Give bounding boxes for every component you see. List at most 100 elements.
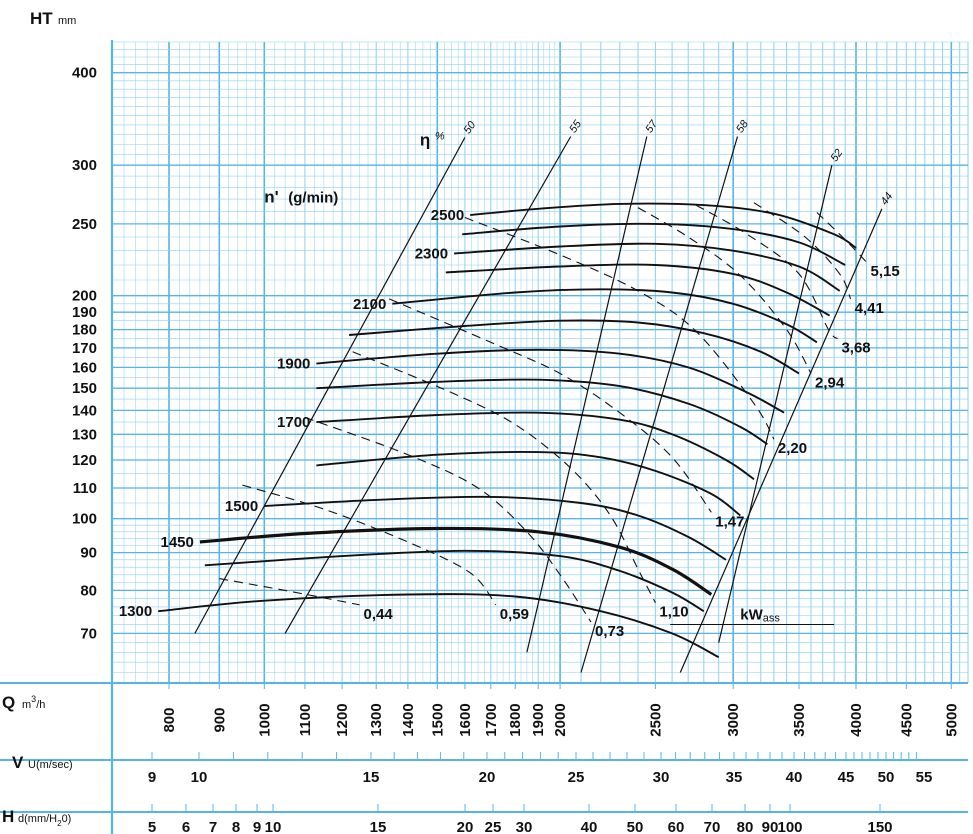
speed-curve-2200 bbox=[445, 263, 831, 317]
efficiency-symbol: η bbox=[420, 130, 430, 149]
v-tick-40: 40 bbox=[786, 769, 803, 786]
efficiency-line-44 bbox=[679, 208, 883, 673]
y-tick-300: 300 bbox=[72, 157, 97, 174]
h-tick-80: 80 bbox=[737, 819, 754, 834]
efficiency-label-50: 50 bbox=[462, 119, 479, 137]
q-axis-unit-sup: 3 bbox=[31, 694, 36, 704]
q-tick-1200: 1200 bbox=[334, 703, 351, 736]
h-tick-8: 8 bbox=[232, 819, 240, 834]
q-tick-1400: 1400 bbox=[400, 703, 417, 736]
q-tick-1800: 1800 bbox=[507, 703, 524, 736]
power-curves: 0,44 0,59 0,73 1,10 1,47 2,20 2,94 3,68 4,41 5,15… bbox=[219, 202, 900, 640]
power-legend-sub: ass bbox=[763, 612, 781, 624]
v-tick-20: 20 bbox=[479, 769, 496, 786]
efficiency-line-50 bbox=[194, 137, 466, 634]
efficiency-label-57: 57 bbox=[643, 118, 660, 136]
power-curve-1,47 bbox=[388, 298, 712, 513]
power-curve-2,94 bbox=[637, 207, 812, 374]
q-tick-4000: 4000 bbox=[848, 703, 865, 736]
y-tick-120: 120 bbox=[72, 452, 97, 469]
speed-label-1450: 1450 bbox=[160, 534, 193, 551]
speed-curve-1300 bbox=[158, 593, 720, 659]
speed-curve-2500 bbox=[470, 202, 857, 249]
h-tick-9: 9 bbox=[253, 819, 261, 834]
power-label-1,10: 1,10 bbox=[659, 604, 688, 621]
q-tick-5000: 5000 bbox=[943, 703, 960, 736]
speed-curve-1600 bbox=[316, 451, 741, 517]
q-tick-1500: 1500 bbox=[429, 703, 446, 736]
axes: HT mm400300250200190180170160150140130120… bbox=[0, 9, 968, 834]
power-curve-4,41 bbox=[753, 202, 852, 300]
q-tick-1100: 1100 bbox=[297, 704, 314, 737]
power-curve-0,44 bbox=[219, 578, 360, 606]
y-tick-160: 160 bbox=[72, 359, 97, 376]
power-curve-1,10 bbox=[352, 351, 656, 603]
y-axis-symbol: HT bbox=[30, 9, 53, 28]
speed-label-1300: 1300 bbox=[119, 603, 152, 620]
efficiency-label-58: 58 bbox=[734, 118, 751, 136]
q-tick-1700: 1700 bbox=[483, 703, 500, 736]
speed-curve-1800 bbox=[316, 378, 768, 446]
power-curve-0,73 bbox=[304, 416, 592, 623]
q-tick-3500: 3500 bbox=[791, 703, 808, 736]
h-tick-50: 50 bbox=[627, 819, 644, 834]
v-tick-30: 30 bbox=[653, 769, 670, 786]
v-axis-symbol: V bbox=[12, 753, 24, 772]
speed-label-2300: 2300 bbox=[415, 246, 448, 263]
speed-label-1900: 1900 bbox=[277, 355, 310, 372]
efficiency-lines: 50 55 57 58 52 44 η% bbox=[194, 118, 895, 673]
q-tick-800: 800 bbox=[161, 707, 178, 732]
h-tick-150: 150 bbox=[867, 819, 892, 834]
speed-curve-1900 bbox=[316, 348, 785, 414]
h-tick-5: 5 bbox=[148, 819, 156, 834]
q-axis-unit: m3/h bbox=[22, 694, 45, 711]
power-curve-0,59 bbox=[242, 484, 497, 606]
speed-label-1700: 1700 bbox=[277, 414, 310, 431]
power-curve-5,15 bbox=[816, 212, 867, 263]
h-tick-10: 10 bbox=[265, 819, 282, 834]
q-tick-1600: 1600 bbox=[457, 703, 474, 736]
y-tick-250: 250 bbox=[72, 216, 97, 233]
efficiency-line-58 bbox=[580, 136, 739, 673]
h-tick-90: 90 bbox=[762, 819, 779, 834]
v-tick-35: 35 bbox=[726, 769, 743, 786]
v-tick-10: 10 bbox=[191, 769, 208, 786]
speed-curve-1700 bbox=[316, 411, 755, 481]
y-tick-400: 400 bbox=[72, 65, 97, 82]
h-tick-25: 25 bbox=[485, 819, 502, 834]
q-axis-symbol: Q bbox=[2, 693, 15, 712]
speed-curve-2300 bbox=[454, 242, 841, 292]
q-tick-1000: 1000 bbox=[256, 703, 273, 736]
h-axis-symbol: H bbox=[2, 807, 14, 826]
speed-curve-1450 bbox=[199, 526, 713, 596]
speed-curve-2400 bbox=[462, 222, 846, 266]
power-label-4,41: 4,41 bbox=[855, 300, 884, 317]
v-tick-55: 55 bbox=[916, 769, 933, 786]
y-tick-80: 80 bbox=[80, 582, 97, 599]
efficiency-unit: % bbox=[435, 130, 445, 142]
h-tick-7: 7 bbox=[209, 819, 217, 834]
h-tick-70: 70 bbox=[704, 819, 721, 834]
h-tick-60: 60 bbox=[668, 819, 685, 834]
h-tick-40: 40 bbox=[581, 819, 598, 834]
speed-label-1500: 1500 bbox=[225, 498, 258, 515]
power-label-0,44: 0,44 bbox=[364, 606, 394, 623]
curve-labels: 2500 2300 2100 1900 1700 1500 1450 1300 n' (g/min… bbox=[119, 188, 464, 621]
y-tick-180: 180 bbox=[72, 322, 97, 339]
efficiency-label-52: 52 bbox=[829, 147, 846, 164]
h-tick-100: 100 bbox=[777, 819, 802, 834]
h-tick-15: 15 bbox=[370, 819, 387, 834]
speed-legend-unit: (g/min) bbox=[288, 190, 338, 207]
h-axis-unit: d(mm/H20) bbox=[18, 813, 71, 828]
h-axis-unit-tail: 0) bbox=[62, 813, 72, 825]
y-tick-140: 140 bbox=[72, 402, 97, 419]
power-label-0,59: 0,59 bbox=[500, 606, 529, 623]
v-axis-unit: U(m/sec) bbox=[28, 759, 73, 771]
efficiency-line-55 bbox=[284, 136, 572, 634]
efficiency-label-55: 55 bbox=[567, 118, 584, 136]
efficiency-line-52 bbox=[718, 165, 833, 643]
v-tick-50: 50 bbox=[878, 769, 895, 786]
y-axis-unit: mm bbox=[58, 15, 76, 27]
